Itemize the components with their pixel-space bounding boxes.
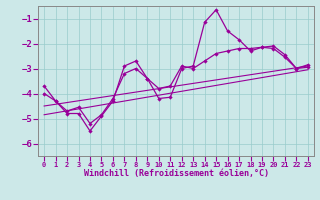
X-axis label: Windchill (Refroidissement éolien,°C): Windchill (Refroidissement éolien,°C) — [84, 169, 268, 178]
